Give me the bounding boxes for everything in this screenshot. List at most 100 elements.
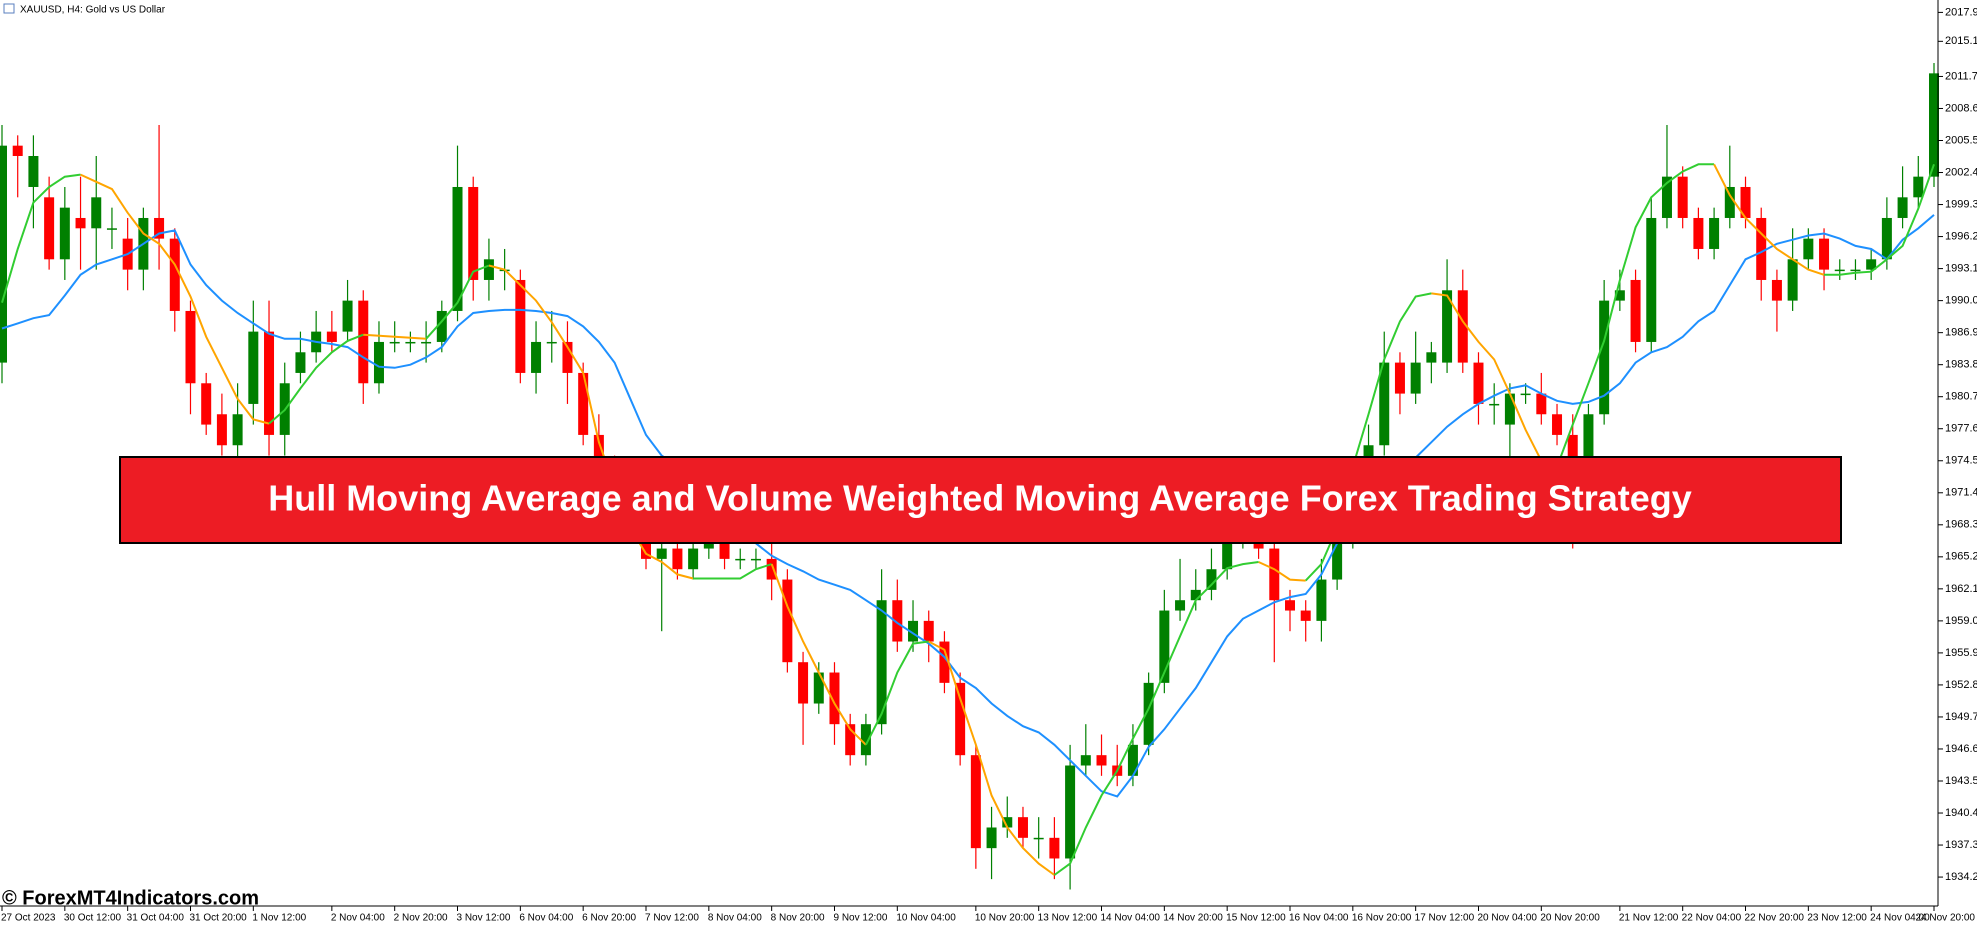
x-tick-label: 20 Nov 20:00 xyxy=(1540,913,1600,924)
candle-body xyxy=(342,300,353,332)
y-tick-label: 1946.60 xyxy=(1945,743,1977,755)
candle-body xyxy=(326,331,337,342)
candle-body xyxy=(908,620,919,642)
candle-body xyxy=(28,155,39,187)
x-tick-label: 10 Nov 04:00 xyxy=(896,913,956,924)
candle-body xyxy=(1740,186,1751,218)
candle-body xyxy=(719,538,730,559)
watermark: © ForexMT4Indicators.com xyxy=(2,887,259,909)
candle-body xyxy=(1065,765,1076,859)
hma-line xyxy=(1824,163,1935,276)
y-tick-label: 1968.30 xyxy=(1945,519,1977,531)
candle-body xyxy=(1724,186,1735,218)
y-tick-label: 1943.50 xyxy=(1945,775,1977,787)
candle-body xyxy=(1394,362,1405,394)
candle-body xyxy=(169,238,180,311)
candle-body xyxy=(389,341,400,344)
hma-line xyxy=(1556,163,1715,468)
candle-body xyxy=(688,548,699,570)
candle-body xyxy=(1379,362,1390,446)
x-tick-label: 2 Nov 20:00 xyxy=(394,913,448,924)
axes: 2017.90 2015.10 2011.70 2008.60 2005.50 2002.… xyxy=(1,6,1977,923)
candle-body xyxy=(483,259,494,280)
candle-body xyxy=(1159,610,1170,683)
candle-body xyxy=(1332,538,1343,580)
hma-line xyxy=(1,173,81,303)
candle-body xyxy=(1661,176,1672,218)
y-tick-label: 1999.30 xyxy=(1945,198,1977,210)
candle-body xyxy=(531,341,542,373)
candle-body xyxy=(248,331,259,404)
x-tick-label: 14 Nov 04:00 xyxy=(1101,913,1161,924)
candle-body xyxy=(75,217,86,229)
candle-body xyxy=(1096,755,1107,766)
candle-body xyxy=(845,724,856,756)
candle-body xyxy=(1049,837,1060,859)
candle-body xyxy=(468,186,479,280)
y-tick-label: 1962.10 xyxy=(1945,583,1977,595)
x-tick-label: 17 Nov 12:00 xyxy=(1415,913,1475,924)
candle-body xyxy=(1897,197,1908,218)
candle-body xyxy=(12,145,23,156)
hma-line xyxy=(488,264,694,580)
x-tick-label: 24 Nov 04:00 xyxy=(1870,913,1930,924)
hma-line xyxy=(865,640,929,746)
candle-body xyxy=(1803,238,1814,260)
candle-body xyxy=(1190,589,1201,601)
hma-line xyxy=(268,333,364,425)
y-tick-label: 1996.20 xyxy=(1945,230,1977,242)
y-tick-label: 1990.00 xyxy=(1945,295,1977,307)
hma-line xyxy=(1258,561,1306,582)
y-tick-label: 1983.80 xyxy=(1945,359,1977,371)
y-tick-label: 1952.80 xyxy=(1945,679,1977,691)
x-tick-label: 14 Nov 20:00 xyxy=(1163,913,1223,924)
candle-body xyxy=(216,414,227,446)
banner-box xyxy=(119,456,1842,544)
candle-body xyxy=(876,600,887,725)
y-tick-label: 1955.90 xyxy=(1945,647,1977,659)
candle-body xyxy=(1929,73,1939,177)
candle-body xyxy=(562,341,573,373)
x-tick-label: 6 Nov 04:00 xyxy=(519,913,573,924)
plot-area xyxy=(0,63,1939,890)
candle-body xyxy=(295,352,306,373)
candle-body xyxy=(1410,362,1421,394)
candle-body xyxy=(1819,238,1830,270)
candle-body xyxy=(1285,600,1295,611)
candle-body xyxy=(1269,548,1280,601)
candle-body xyxy=(1175,600,1186,611)
x-tick-label: 9 Nov 12:00 xyxy=(833,913,887,924)
x-tick-label: 6 Nov 20:00 xyxy=(582,913,636,924)
candle-body xyxy=(672,548,683,570)
y-tick-label: 1971.40 xyxy=(1945,487,1977,499)
y-tick-label: 1993.10 xyxy=(1945,263,1977,275)
candle-body xyxy=(1567,434,1578,466)
candle-body xyxy=(1520,393,1531,396)
candle-body xyxy=(154,217,165,239)
candle-body xyxy=(578,372,589,435)
candle-body xyxy=(892,600,903,642)
x-tick-label: 22 Nov 20:00 xyxy=(1745,913,1805,924)
candle-body xyxy=(1222,538,1233,570)
y-tick-label: 1934.20 xyxy=(1945,871,1977,883)
candle-body xyxy=(986,827,997,849)
candle-body xyxy=(955,682,966,756)
candle-body xyxy=(185,310,196,384)
x-tick-label: 8 Nov 20:00 xyxy=(771,913,825,924)
candle-body xyxy=(1080,755,1091,766)
candle-body xyxy=(373,341,384,384)
candle-body xyxy=(1771,279,1782,301)
x-tick-label: 23 Nov 12:00 xyxy=(1807,913,1867,924)
candle-body xyxy=(515,279,526,373)
hma-line xyxy=(1431,292,1558,468)
candle-body xyxy=(405,341,416,344)
hma-line xyxy=(693,563,773,580)
candle-body xyxy=(1646,217,1657,342)
candle-body xyxy=(1206,569,1217,590)
candle-body xyxy=(264,331,275,435)
candle-body xyxy=(1583,414,1594,466)
y-tick-label: 2008.60 xyxy=(1945,102,1977,114)
candle-body xyxy=(1316,579,1327,621)
candle-body xyxy=(1457,290,1468,363)
